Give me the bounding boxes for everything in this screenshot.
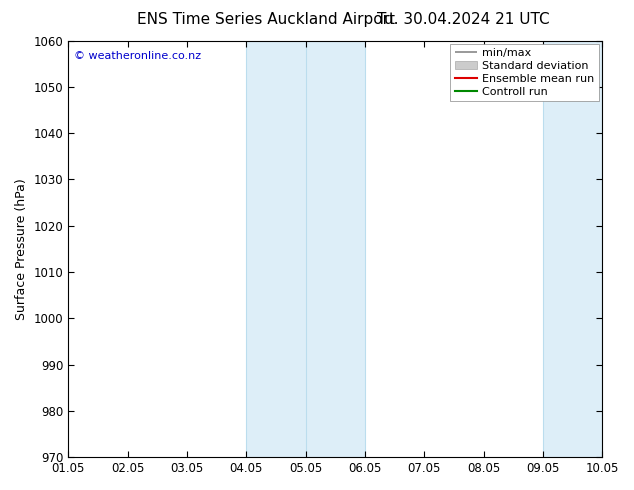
Legend: min/max, Standard deviation, Ensemble mean run, Controll run: min/max, Standard deviation, Ensemble me… — [450, 44, 599, 101]
Bar — [246, 41, 365, 457]
Text: ENS Time Series Auckland Airport: ENS Time Series Auckland Airport — [138, 12, 395, 27]
Bar — [543, 41, 632, 457]
Y-axis label: Surface Pressure (hPa): Surface Pressure (hPa) — [15, 178, 28, 320]
Text: © weatheronline.co.nz: © weatheronline.co.nz — [74, 51, 200, 61]
Text: Tu. 30.04.2024 21 UTC: Tu. 30.04.2024 21 UTC — [377, 12, 549, 27]
